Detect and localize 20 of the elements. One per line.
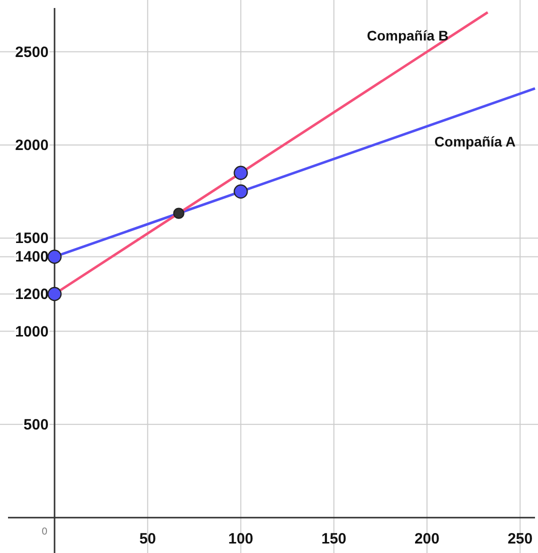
- annotation: 0: [42, 526, 48, 538]
- x-tick-label: 150: [321, 530, 346, 548]
- series-label: Compañía A: [434, 133, 516, 150]
- point: [47, 250, 62, 264]
- y-tick-label: 2500: [15, 44, 49, 61]
- point: [173, 208, 184, 219]
- y-tick-label: 1400: [15, 248, 49, 266]
- point: [234, 184, 248, 199]
- x-tick-label: 100: [228, 530, 254, 548]
- y-tick-label: 1500: [15, 230, 49, 248]
- x-tick-label: 50: [139, 530, 156, 548]
- series-label: Compañía B: [366, 27, 449, 44]
- y-tick-label: 1200: [15, 286, 49, 304]
- x-tick-label: 250: [508, 530, 533, 548]
- y-tick-label: 1000: [15, 323, 49, 340]
- point: [234, 166, 248, 180]
- x-tick-label: 200: [414, 530, 440, 548]
- y-tick-label: 2000: [15, 136, 49, 154]
- point: [47, 286, 62, 302]
- y-tick-label: 500: [24, 416, 49, 434]
